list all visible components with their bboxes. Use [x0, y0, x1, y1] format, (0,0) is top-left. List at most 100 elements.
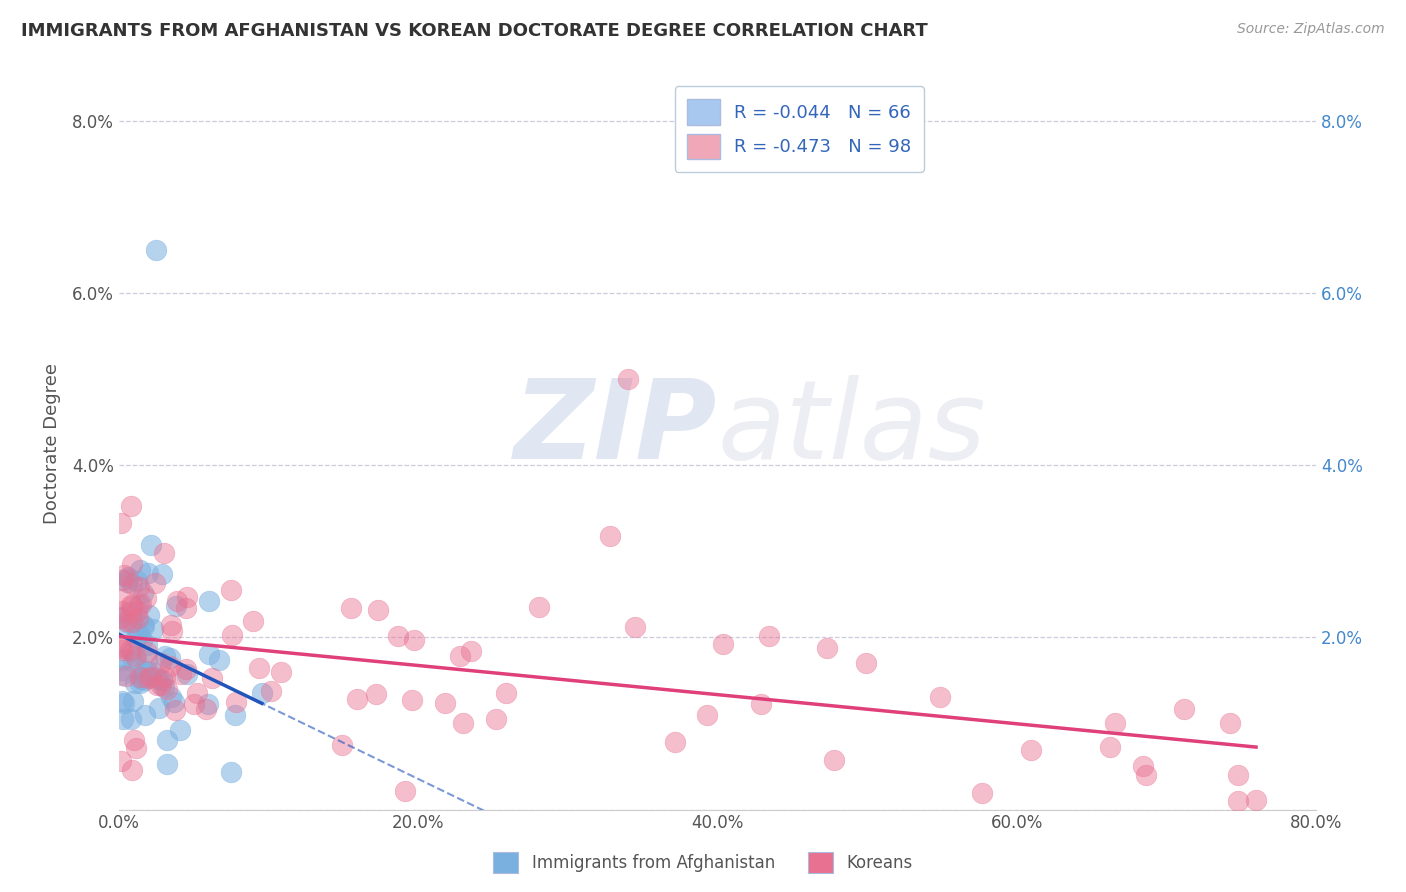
Point	[110, 618, 132, 632]
Point	[128, 580, 150, 594]
Point	[129, 670, 152, 684]
Point	[110, 640, 132, 654]
Point	[143, 576, 166, 591]
Point	[224, 707, 246, 722]
Point	[259, 684, 281, 698]
Point	[122, 654, 145, 668]
Point	[134, 707, 156, 722]
Point	[152, 680, 174, 694]
Point	[599, 528, 621, 542]
Point	[495, 686, 517, 700]
Point	[160, 617, 183, 632]
Point	[122, 694, 145, 708]
Point	[815, 641, 838, 656]
Point	[186, 686, 208, 700]
Point	[110, 610, 132, 624]
Point	[128, 564, 150, 578]
Text: IMMIGRANTS FROM AFGHANISTAN VS KOREAN DOCTORATE DEGREE CORRELATION CHART: IMMIGRANTS FROM AFGHANISTAN VS KOREAN DO…	[21, 22, 928, 40]
Point	[125, 623, 148, 637]
Point	[129, 597, 152, 611]
Point	[121, 558, 143, 572]
Point	[1019, 742, 1042, 756]
Point	[156, 681, 179, 696]
Point	[145, 243, 167, 257]
Point	[148, 701, 170, 715]
Point	[855, 656, 877, 670]
Point	[114, 614, 136, 628]
Point	[135, 639, 157, 653]
Point	[124, 675, 146, 690]
Point	[664, 735, 686, 749]
Point	[1173, 702, 1195, 716]
Point	[201, 671, 224, 685]
Point	[169, 723, 191, 737]
Point	[149, 656, 172, 670]
Point	[111, 643, 134, 657]
Point	[111, 573, 134, 587]
Point	[120, 606, 142, 620]
Point	[340, 600, 363, 615]
Point	[132, 618, 155, 632]
Point	[198, 647, 221, 661]
Point	[117, 570, 139, 584]
Point	[387, 629, 409, 643]
Point	[110, 754, 132, 768]
Point	[711, 637, 734, 651]
Point	[110, 640, 132, 655]
Point	[242, 615, 264, 629]
Point	[159, 651, 181, 665]
Point	[117, 572, 139, 586]
Point	[453, 716, 475, 731]
Point	[114, 697, 136, 711]
Point	[1227, 768, 1250, 782]
Point	[146, 678, 169, 692]
Point	[142, 665, 165, 680]
Point	[134, 673, 156, 688]
Point	[128, 676, 150, 690]
Point	[183, 697, 205, 711]
Point	[195, 702, 218, 716]
Point	[125, 574, 148, 589]
Point	[1104, 715, 1126, 730]
Point	[163, 703, 186, 717]
Point	[219, 765, 242, 780]
Point	[124, 649, 146, 664]
Point	[121, 577, 143, 591]
Point	[121, 615, 143, 630]
Point	[115, 668, 138, 682]
Point	[120, 499, 142, 513]
Point	[1132, 759, 1154, 773]
Point	[125, 632, 148, 647]
Point	[122, 732, 145, 747]
Point	[120, 712, 142, 726]
Point	[225, 695, 247, 709]
Point	[112, 567, 135, 582]
Point	[485, 712, 508, 726]
Point	[111, 694, 134, 708]
Point	[131, 664, 153, 678]
Point	[401, 693, 423, 707]
Point	[394, 784, 416, 798]
Point	[128, 627, 150, 641]
Point	[364, 687, 387, 701]
Y-axis label: Doctorate Degree: Doctorate Degree	[44, 363, 60, 524]
Point	[149, 673, 172, 687]
Point	[139, 670, 162, 684]
Point	[128, 598, 150, 612]
Point	[928, 690, 950, 704]
Point	[138, 671, 160, 685]
Point	[174, 600, 197, 615]
Point	[150, 673, 173, 687]
Point	[131, 670, 153, 684]
Point	[135, 653, 157, 667]
Point	[125, 652, 148, 666]
Point	[110, 668, 132, 682]
Point	[110, 610, 132, 624]
Point	[165, 599, 187, 613]
Point	[150, 567, 173, 582]
Point	[139, 538, 162, 552]
Point	[749, 698, 772, 712]
Point	[145, 671, 167, 685]
Point	[142, 623, 165, 637]
Point	[197, 698, 219, 712]
